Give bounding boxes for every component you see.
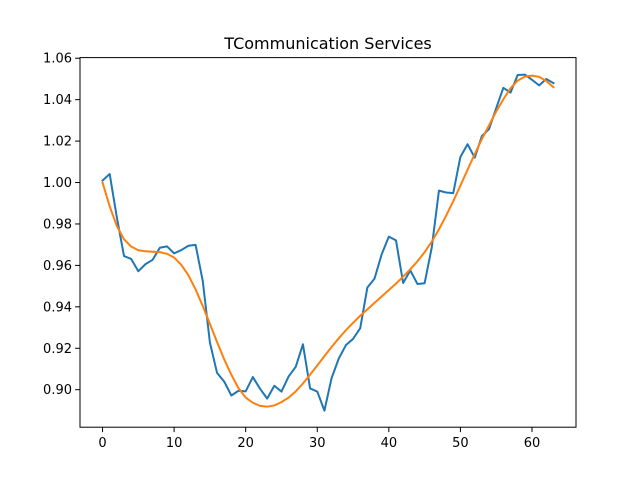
series-line-2 (101, 74, 555, 408)
y-tick-label: 0.92 (43, 342, 72, 357)
y-tick-label: 1.00 (43, 176, 72, 191)
y-tick-label: 0.98 (43, 217, 72, 232)
y-axis: 0.90 0.92 0.94 0.96 0.98 1.00 1.02 1.04 1.06 (43, 52, 80, 398)
x-tick-label: 50 (452, 436, 469, 451)
y-tick-label: 1.06 (43, 52, 72, 67)
x-tick-label: 30 (309, 436, 326, 451)
x-tick-label: 20 (237, 436, 254, 451)
x-tick-label: 40 (381, 436, 398, 451)
x-axis: 0 10 20 30 40 50 60 (98, 427, 540, 451)
x-tick-label: 10 (166, 436, 183, 451)
y-tick-label: 1.04 (43, 93, 72, 108)
plot-lines (101, 73, 555, 412)
chart-title: TCommunication Services (223, 34, 432, 53)
y-tick-label: 0.90 (43, 383, 72, 398)
plot-frame (79, 57, 577, 428)
x-tick-label: 60 (524, 436, 541, 451)
y-tick-label: 1.02 (43, 135, 72, 150)
y-tick-label: 0.96 (43, 259, 72, 274)
y-tick-label: 0.94 (43, 300, 72, 315)
x-tick-label: 0 (98, 436, 106, 451)
